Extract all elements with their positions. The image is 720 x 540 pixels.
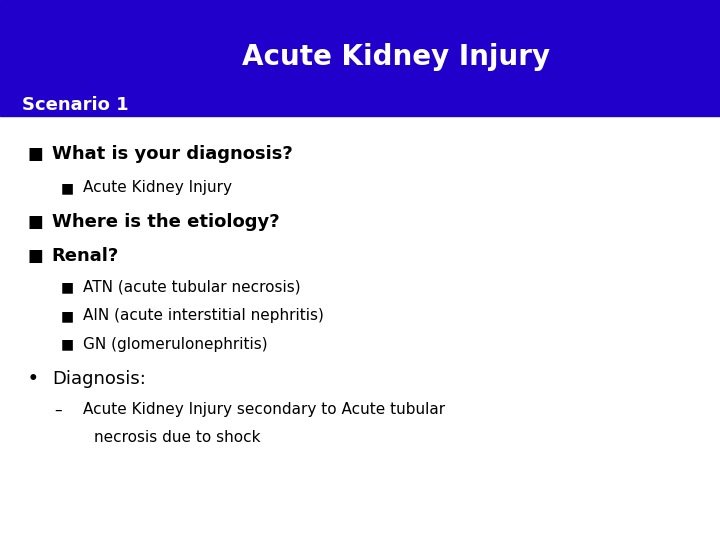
Text: Scenario 1: Scenario 1 <box>22 96 128 114</box>
Text: Acute Kidney Injury: Acute Kidney Injury <box>242 43 550 71</box>
Text: ■: ■ <box>61 309 74 323</box>
Text: ■: ■ <box>61 280 74 294</box>
Text: necrosis due to shock: necrosis due to shock <box>94 430 260 445</box>
Text: •: • <box>27 369 38 388</box>
FancyBboxPatch shape <box>0 0 720 116</box>
Text: AIN (acute interstitial nephritis): AIN (acute interstitial nephritis) <box>83 308 324 323</box>
Text: ■: ■ <box>27 213 43 231</box>
Text: What is your diagnosis?: What is your diagnosis? <box>52 145 292 163</box>
Text: Renal?: Renal? <box>52 247 119 265</box>
Text: ■: ■ <box>27 145 43 163</box>
Text: ■: ■ <box>27 247 43 265</box>
Text: –: – <box>54 402 62 417</box>
Text: Diagnosis:: Diagnosis: <box>52 369 145 388</box>
Text: ATN (acute tubular necrosis): ATN (acute tubular necrosis) <box>83 280 300 295</box>
Text: Where is the etiology?: Where is the etiology? <box>52 213 279 231</box>
Text: Acute Kidney Injury secondary to Acute tubular: Acute Kidney Injury secondary to Acute t… <box>83 402 445 417</box>
Text: Acute Kidney Injury: Acute Kidney Injury <box>83 180 232 195</box>
Text: GN (glomerulonephritis): GN (glomerulonephritis) <box>83 337 267 352</box>
Text: ■: ■ <box>61 181 74 195</box>
Text: ■: ■ <box>61 338 74 352</box>
